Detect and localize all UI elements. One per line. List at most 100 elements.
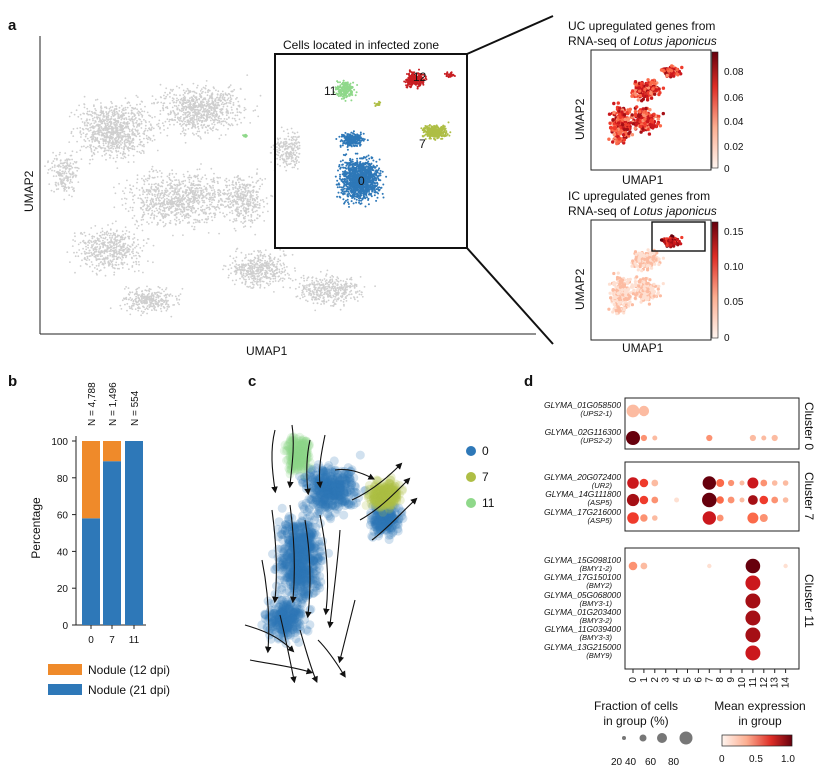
cell-point — [77, 181, 80, 184]
cell-point — [63, 190, 66, 192]
cell-point — [117, 136, 120, 139]
cell-point — [147, 212, 150, 215]
cell-point — [88, 233, 91, 236]
cell-point — [112, 266, 114, 269]
cell-point — [69, 178, 72, 181]
cell-point — [239, 269, 242, 271]
cell-point — [189, 97, 191, 100]
cell-point — [91, 110, 93, 113]
cell-point — [58, 153, 61, 156]
cell-point — [234, 259, 237, 262]
cell-point — [235, 207, 238, 210]
cell-point — [210, 117, 213, 120]
cell-point — [269, 266, 271, 269]
cell-point — [233, 283, 236, 286]
cell-point — [133, 233, 136, 236]
cell-point — [68, 194, 71, 197]
cell-point — [124, 232, 127, 235]
cell-point — [106, 245, 109, 248]
cell-point — [192, 94, 195, 97]
cell-point — [171, 118, 174, 120]
cell-point — [200, 137, 202, 140]
cell-point — [77, 115, 80, 118]
cell-point — [213, 123, 216, 126]
cell-point — [246, 194, 249, 196]
cell-point — [76, 140, 78, 143]
cell-point — [120, 125, 123, 128]
cell-point — [167, 303, 170, 306]
cell-point — [142, 211, 145, 214]
cell-point — [123, 145, 126, 148]
cell-point — [193, 191, 196, 194]
cell-point — [112, 140, 114, 142]
cell-point — [344, 285, 346, 287]
cell-point — [106, 118, 108, 121]
cell-point — [279, 165, 281, 167]
cell-point — [225, 101, 228, 104]
cell-point — [285, 160, 288, 163]
cell-point — [144, 129, 146, 132]
cell-point — [353, 285, 356, 287]
cell-point — [197, 207, 200, 210]
cell-point — [280, 264, 283, 267]
cell-point — [136, 227, 139, 230]
cell-point — [192, 204, 194, 207]
cell-point — [108, 131, 111, 133]
cell-point — [135, 117, 137, 119]
cell-point — [229, 102, 232, 105]
cell-point — [165, 302, 168, 305]
cell-point — [311, 298, 313, 300]
cell-point — [232, 195, 235, 198]
cell-point — [96, 268, 99, 271]
cell-point — [146, 129, 149, 132]
cell-point — [155, 182, 157, 185]
cell-point — [165, 95, 168, 98]
cell-point — [102, 119, 105, 122]
cell-point — [245, 263, 247, 266]
cell-point — [230, 272, 232, 275]
cell-point — [262, 200, 265, 203]
cell-point — [216, 96, 219, 99]
cell-point — [232, 257, 235, 260]
cell-point — [117, 138, 120, 141]
cell-point — [181, 190, 184, 193]
cell-point — [248, 200, 251, 203]
cell-point — [186, 87, 189, 90]
cell-point — [339, 289, 342, 292]
cell-point — [90, 114, 92, 116]
cell-point — [151, 116, 154, 119]
cell-point — [135, 290, 138, 293]
cell-point — [161, 107, 164, 109]
cell-point — [205, 194, 207, 197]
cell-point — [253, 185, 256, 188]
cell-point — [176, 107, 179, 109]
cell-point — [252, 202, 255, 205]
cell-point — [177, 99, 180, 101]
cell-point — [91, 141, 94, 143]
cell-point — [209, 185, 212, 188]
cell-point — [116, 167, 119, 170]
cell-point — [66, 180, 69, 182]
cell-point — [178, 199, 181, 202]
cell-point — [127, 136, 130, 139]
cell-point — [140, 122, 143, 125]
cell-point — [93, 242, 96, 244]
cell-point — [182, 89, 185, 92]
cell-point — [259, 283, 262, 286]
cell-point — [57, 183, 60, 186]
cell-point — [141, 186, 144, 189]
cell-point — [121, 137, 123, 140]
cell-point — [249, 195, 252, 197]
cell-point — [109, 127, 111, 130]
cell-point — [250, 287, 253, 289]
cell-point — [198, 221, 201, 224]
cell-point — [256, 275, 259, 278]
cell-point — [68, 169, 71, 171]
cell-point — [74, 240, 76, 243]
cell-point — [334, 287, 337, 290]
cell-point — [192, 107, 195, 110]
cell-point — [127, 161, 130, 164]
cell-point — [340, 283, 342, 286]
cell-point — [148, 193, 151, 196]
cell-point — [269, 263, 272, 266]
